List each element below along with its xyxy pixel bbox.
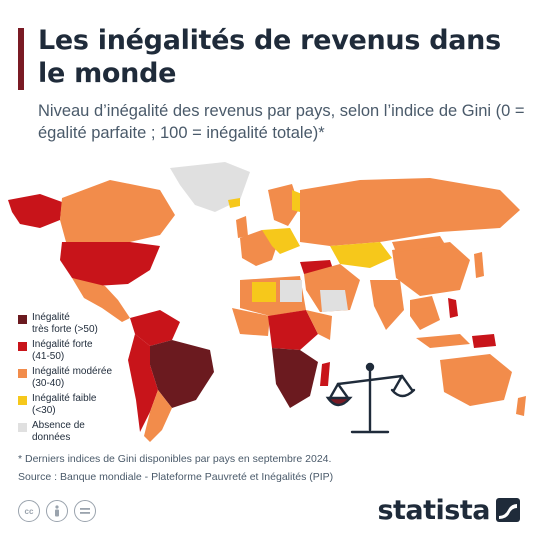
region-east-africa: [306, 310, 332, 340]
legend-swatch-high: [18, 342, 27, 351]
legend-swatch-low: [18, 396, 27, 405]
region-canada: [60, 180, 175, 244]
legend-swatch-no-data: [18, 423, 27, 432]
brand-name: statista: [377, 494, 490, 526]
region-brazil: [150, 340, 214, 408]
region-iceland: [228, 198, 240, 208]
legend-label: Inégalité modérée (30-40): [32, 366, 113, 389]
region-southern-africa: [272, 348, 318, 408]
region-png: [472, 334, 496, 348]
legend-label: Inégalité très forte (>50): [32, 312, 98, 335]
source-line: Source : Banque mondiale - Plateforme Pa…: [18, 471, 334, 483]
region-philippines: [448, 298, 458, 318]
legend-label: Inégalité faible (<30): [32, 393, 97, 416]
footnote: * Derniers indices de Gini disponibles p…: [18, 453, 332, 465]
page-subtitle: Niveau d’inégalité des revenus par pays,…: [38, 102, 525, 142]
region-china: [392, 242, 470, 296]
region-central-asia: [330, 242, 392, 268]
region-argentina: [144, 390, 172, 442]
region-mongolia: [392, 236, 446, 252]
region-japan: [474, 252, 484, 278]
statista-logo[interactable]: statista: [377, 492, 520, 528]
region-russia: [300, 178, 520, 246]
legend-item-high: Inégalité forte (41-50): [18, 339, 168, 363]
legend-item-no-data: Absence de données: [18, 420, 168, 444]
attribution-icon[interactable]: [46, 500, 68, 522]
region-greenland: [170, 162, 250, 212]
region-saudi: [320, 290, 348, 312]
region-madagascar: [320, 362, 330, 386]
region-algeria: [252, 282, 276, 302]
scale-illustration: [325, 362, 416, 434]
region-india: [370, 280, 404, 330]
region-mexico: [72, 278, 130, 322]
region-alaska: [8, 194, 62, 228]
region-west-africa: [232, 308, 270, 336]
region-new-zealand: [516, 396, 526, 416]
region-central-europe: [262, 228, 300, 254]
legend-label: Inégalité forte (41-50): [32, 339, 93, 362]
region-usa: [60, 242, 160, 286]
legend-swatch-moderate: [18, 369, 27, 378]
region-north-south-america: [130, 310, 180, 346]
page-title: Les inégalités de revenus dans le monde: [38, 25, 501, 89]
cc-icon[interactable]: cc: [18, 500, 40, 522]
legend-item-low: Inégalité faible (<30): [18, 393, 168, 417]
region-central-africa: [268, 310, 318, 350]
region-southeast-asia: [410, 296, 440, 330]
region-libya: [280, 280, 302, 302]
title-accent-bar: [18, 28, 24, 90]
region-indonesia: [416, 334, 470, 348]
statista-mark-icon: [496, 498, 520, 522]
map-legend: Inégalité très forte (>50) Inégalité for…: [18, 312, 168, 447]
legend-label: Absence de données: [32, 420, 85, 443]
legend-item-moderate: Inégalité modérée (30-40): [18, 366, 168, 390]
world-map-svg: [8, 162, 526, 442]
license-icons: cc: [18, 500, 96, 524]
legend-swatch-very-high: [18, 315, 27, 324]
region-australia: [440, 354, 512, 406]
world-map: [0, 150, 540, 450]
no-derivatives-icon[interactable]: [74, 500, 96, 522]
region-uk: [236, 216, 248, 238]
legend-item-very-high: Inégalité très forte (>50): [18, 312, 168, 336]
region-andes: [128, 334, 158, 432]
region-finland: [292, 190, 302, 212]
